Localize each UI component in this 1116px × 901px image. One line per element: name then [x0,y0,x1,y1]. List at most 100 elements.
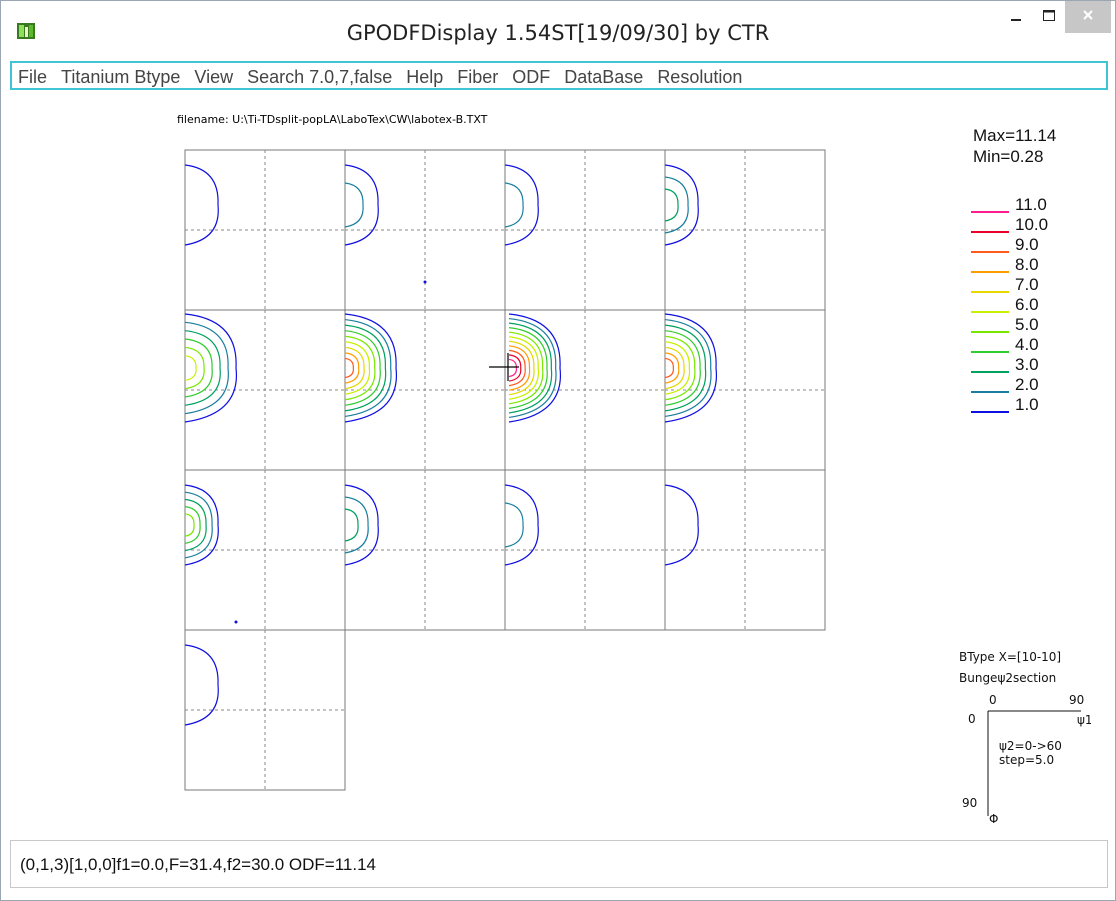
step-label: step=5.0 [999,753,1054,767]
legend-row: 6.0 [971,296,1071,316]
minimize-button[interactable] [1001,1,1033,33]
menu-titanium-btype[interactable]: Titanium Btype [61,67,181,87]
close-icon [1083,10,1093,20]
odf-section-plot[interactable] [1,1,1115,841]
menu-resolution[interactable]: Resolution [657,67,743,87]
contour-line [344,346,365,390]
contour-line [344,324,387,412]
menu-search[interactable]: Search 7.0,7,false [247,67,393,87]
contour-line [184,321,229,415]
legend-value: 9.0 [1015,235,1039,254]
contour-line [664,346,685,390]
legend-value: 1.0 [1015,395,1039,414]
legend-row: 4.0 [971,336,1071,356]
contour-line [184,313,238,423]
contour-line [344,164,379,246]
legend-swatch [971,211,1009,213]
contour-line [184,330,221,406]
legend-swatch [971,411,1009,413]
maximize-button[interactable] [1033,1,1065,33]
contour-line [184,355,197,381]
legend-row: 9.0 [971,236,1071,256]
contour-point [234,620,238,624]
contour-line [664,164,699,246]
menu-fiber[interactable]: Fiber [457,67,499,87]
contour-line [344,508,359,542]
contour-line [344,318,392,418]
legend-value: 11.0 [1015,195,1047,214]
contour-line [508,317,557,419]
filename-label: filename: U:\Ti-TDsplit-popLA\LaboTex\CW… [177,113,488,126]
contour-line [184,338,213,398]
contour-line [664,341,691,395]
legend-value: 8.0 [1015,255,1039,274]
legend-value: 7.0 [1015,275,1039,294]
contour-line [184,346,205,390]
minimize-icon [1011,19,1021,21]
contour-line [344,335,376,401]
legend-swatch [971,251,1009,253]
contour-line [504,164,539,246]
contour-line [664,313,718,423]
contour-line [508,313,562,423]
contour-line [344,182,364,228]
btype-label: BType X=[10-10] [959,650,1062,664]
menu-file[interactable]: File [18,67,48,87]
legend-row: 3.0 [971,356,1071,376]
contour-line [344,496,369,554]
contour-line [184,644,219,726]
close-button[interactable] [1065,1,1111,33]
contour-line [508,349,526,387]
menu-database[interactable]: DataBase [564,67,644,87]
legend-swatch [971,231,1009,233]
menu-view[interactable]: View [194,67,234,87]
legend-value: 10.0 [1015,215,1049,234]
legend-swatch [971,371,1009,373]
contour-line [344,330,381,406]
contour-line [508,336,539,400]
contour-line [664,357,674,379]
contour-line [184,484,219,566]
status-text: (0,1,3)[1,0,0]f1=0.0,F=31.4,f2=30.0 ODF=… [20,855,376,874]
contour-line [664,330,701,406]
contour-line [344,484,379,566]
legend-row: 1.0 [971,396,1071,416]
contour-line [508,358,518,378]
contour-line [184,513,195,537]
contour-line [184,506,201,544]
legend-row: 7.0 [971,276,1071,296]
app-icon [17,23,35,39]
min-label: Min=0.28 [973,147,1044,166]
axis-phi1-end: 90 [1069,693,1084,707]
legend-value: 2.0 [1015,375,1039,394]
contour-line [184,498,207,552]
legend-swatch [971,311,1009,313]
contour-line [344,352,360,384]
section-label: Bungeψ2section [959,671,1057,685]
menu-help[interactable]: Help [406,67,444,87]
legend-row: 2.0 [971,376,1071,396]
maximize-icon [1043,10,1055,21]
legend-swatch [971,291,1009,293]
contour-line [344,357,354,379]
axis-phi-end: 90 [962,796,977,810]
axis-phi-start: 0 [968,712,976,726]
contour-legend: 11.0 10.0 9.0 8.0 7.0 6.0 5.0 4.0 3.0 2.… [971,196,1071,416]
menu-odf[interactable]: ODF [512,67,551,87]
contour-line [344,341,371,395]
contour-line [504,182,524,228]
contour-line [508,322,553,414]
title-bar[interactable]: GPODFDisplay 1.54ST[19/09/30] by CTR [1,1,1115,59]
legend-swatch [971,391,1009,393]
legend-swatch [971,331,1009,333]
contour-line [508,345,531,391]
btype-info: BType X=[10-10] Bungeψ2section [959,647,1061,689]
contour-line [508,331,544,405]
contour-line [664,188,679,222]
contour-line [508,327,548,409]
legend-value: 3.0 [1015,355,1039,374]
menu-bar: File Titanium Btype View Search 7.0,7,fa… [10,61,1108,90]
legend-value: 5.0 [1015,315,1039,334]
legend-swatch [971,351,1009,353]
status-bar: (0,1,3)[1,0,0]f1=0.0,F=31.4,f2=30.0 ODF=… [10,840,1108,888]
